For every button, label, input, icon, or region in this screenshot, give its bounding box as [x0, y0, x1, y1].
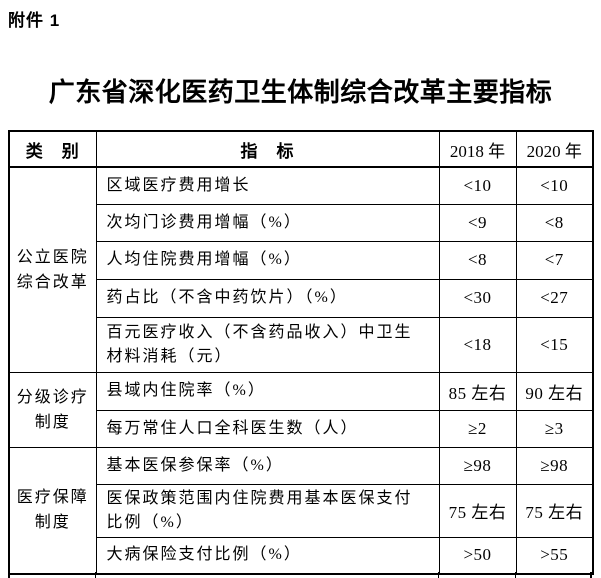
indicator-cell: 人均住院费用增幅（%） [95, 240, 440, 280]
value-2018-cell: ≥98 [438, 446, 517, 485]
table-edge-stub [95, 572, 96, 578]
value-2018-cell: <8 [438, 240, 517, 280]
table-row: 分级诊疗 制度 县域内住院率（%） 85 左右 90 左右 [8, 371, 594, 448]
value-2018-cell: 85 左右 [438, 371, 517, 411]
value-2018-cell: <9 [438, 203, 517, 242]
value-2020-cell: <27 [515, 278, 594, 318]
table-row: 每万常住人口全科医生数（人） ≥2 ≥3 [9, 409, 594, 448]
table-row: 医保政策范围内住院费用基本医保支付 比例（%） 75 左右 75 左右 [9, 483, 594, 538]
indicator-cell: 每万常住人口全科医生数（人） [95, 409, 440, 448]
indicator-cell: 次均门诊费用增幅（%） [95, 203, 440, 242]
col-header-2020: 2020 年 [515, 130, 594, 168]
value-2020-cell: <7 [515, 240, 594, 280]
attachment-label: 附件 1 [8, 11, 61, 30]
col-header-indicator: 指 标 [95, 130, 440, 168]
table-edge-stub [515, 572, 516, 578]
category-cell-tiered-diagnosis: 分级诊疗 制度 [8, 371, 97, 448]
value-2020-cell: ≥3 [515, 409, 594, 448]
value-2020-cell: <8 [515, 203, 594, 242]
page-title: 广东省深化医药卫生体制综合改革主要指标 [48, 78, 553, 107]
category-cell-medical-insurance: 医疗保障 制度 [8, 446, 97, 575]
indicator-cell: 区域医疗费用增长 [95, 166, 440, 205]
table-row: 药占比（不含中药饮片）（%） <30 <27 [9, 278, 594, 318]
category-cell-public-hospital-reform: 公立医院 综合改革 [8, 166, 97, 373]
table-row: 医疗保障 制度 基本医保参保率（%） ≥98 ≥98 [8, 446, 594, 575]
table-row: 人均住院费用增幅（%） <8 <7 [9, 240, 594, 280]
table-row: 百元医疗收入（不含药品收入）中卫生 材料消耗（元） <18 <15 [9, 316, 594, 373]
table-edge-stub [590, 572, 592, 578]
table-row: 次均门诊费用增幅（%） <9 <8 [9, 203, 594, 242]
indicator-cell: 县域内住院率（%） [95, 371, 440, 411]
value-2020-cell: >55 [515, 536, 594, 575]
value-2020-cell: <15 [515, 316, 594, 373]
value-2018-cell: <10 [438, 166, 517, 205]
indicator-cell: 大病保险支付比例（%） [95, 536, 440, 575]
indicator-cell: 百元医疗收入（不含药品收入）中卫生 材料消耗（元） [95, 316, 440, 373]
indicators-table: 类 别 指 标 2018 年 2020 年 公立医院 综合改革 区域医疗费用增长… [8, 130, 594, 575]
table-header-row: 类 别 指 标 2018 年 2020 年 [8, 130, 594, 168]
value-2020-cell: 90 左右 [515, 371, 594, 411]
table-edge-stub [438, 572, 439, 578]
value-2018-cell: 75 左右 [438, 483, 517, 538]
indicator-cell: 药占比（不含中药饮片）（%） [95, 278, 440, 318]
indicator-cell: 医保政策范围内住院费用基本医保支付 比例（%） [95, 483, 440, 538]
value-2020-cell: ≥98 [515, 446, 594, 485]
col-header-category: 类 别 [8, 130, 97, 168]
value-2020-cell: <10 [515, 166, 594, 205]
value-2018-cell: >50 [438, 536, 517, 575]
col-header-2018: 2018 年 [438, 130, 517, 168]
table-edge-stub [8, 572, 10, 578]
value-2020-cell: 75 左右 [515, 483, 594, 538]
indicator-cell: 基本医保参保率（%） [95, 446, 440, 485]
table-row: 大病保险支付比例（%） >50 >55 [9, 536, 594, 575]
value-2018-cell: ≥2 [438, 409, 517, 448]
table-row: 公立医院 综合改革 区域医疗费用增长 <10 <10 [8, 166, 594, 373]
value-2018-cell: <18 [438, 316, 517, 373]
value-2018-cell: <30 [438, 278, 517, 318]
